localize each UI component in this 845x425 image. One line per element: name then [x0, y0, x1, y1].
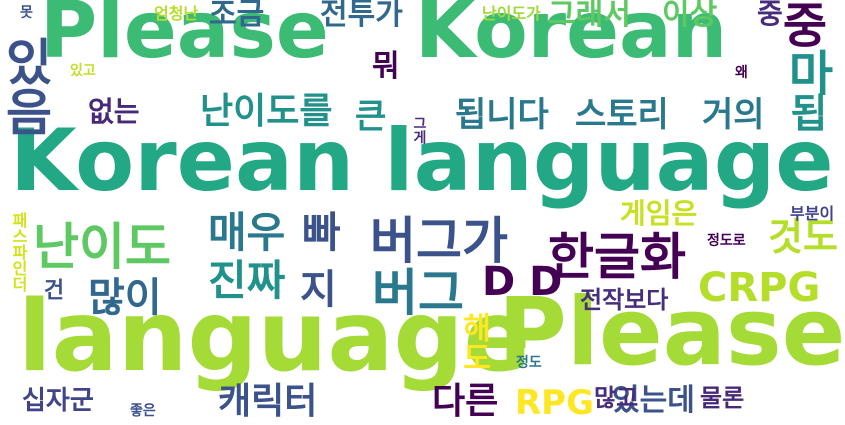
word-language: language: [18, 280, 531, 394]
word-geuraeseo: 그래서: [548, 0, 631, 32]
word-geimeun: 게임은: [620, 197, 698, 230]
word-bubuni: 부분이: [790, 204, 835, 223]
word-hangeulhwa: 한글화: [548, 228, 686, 286]
word-crpg: CRPG: [698, 265, 821, 311]
word-sipjagun: 십자군: [22, 386, 94, 416]
word-ji: 지: [300, 267, 337, 313]
word-nanidoreul: 난이도를: [200, 91, 333, 132]
word-jeontuga: 전투가: [320, 0, 403, 32]
word-mot: 못: [20, 5, 33, 21]
word-nanido: 난이도: [33, 218, 171, 276]
word-jung-small: 중: [757, 0, 783, 30]
word-mani: 많이: [88, 275, 162, 321]
word-jeonjakboda: 전작보다: [580, 286, 669, 314]
word-nanidoga: 난이도가: [482, 4, 541, 23]
word-d-d: D D: [482, 259, 563, 305]
word-geoui: 거의: [702, 95, 765, 135]
word-jeongdo: 정도: [516, 355, 542, 371]
word-paeseupaindeo: 패스파인더: [9, 212, 28, 292]
word-itgo: 있고: [70, 63, 96, 79]
word-manko: 많고: [594, 384, 639, 412]
word-jinjja: 진짜: [208, 256, 286, 305]
word-ppa: 빠: [302, 208, 341, 257]
word-mullon: 물론: [700, 384, 745, 412]
word-buggeu: 버그: [372, 264, 464, 322]
word-please-bottom: Please: [498, 277, 845, 387]
word-please-top: Please: [40, 0, 329, 76]
word-maeu: 매우: [208, 208, 286, 257]
word-joeun: 좋은: [130, 403, 156, 419]
word-rpg: RPG: [515, 383, 595, 423]
word-isang: 이상: [662, 0, 718, 32]
word-buggeuga: 버그가: [370, 212, 508, 270]
word-ma: 마: [778, 48, 834, 96]
word-mwo: 뭐: [372, 49, 400, 84]
word-doemnida: 됩니다: [455, 95, 549, 135]
word-keun: 큰: [355, 97, 387, 137]
word-jogeum: 조금: [209, 0, 265, 32]
word-geon: 건: [39, 278, 64, 300]
word-geuge: 그게: [411, 116, 427, 144]
word-eomneun: 없는: [88, 95, 140, 128]
word-korean-top: Korean: [415, 0, 728, 76]
word-jung-large: 중: [772, 0, 828, 48]
word-geotdo: 것도: [768, 215, 838, 259]
word-korean-language: Korean language: [10, 111, 834, 211]
word-wae: 왜: [735, 65, 748, 81]
word-inneunde: 있는데: [612, 383, 695, 418]
word-kaerikteo: 캐릭터: [218, 381, 318, 422]
word-eomcheongnan: 엄청난: [154, 4, 199, 23]
word-haedo: 해도: [456, 312, 491, 372]
word-isseum: 있음: [0, 36, 54, 136]
word-doem: 됩: [782, 92, 828, 132]
word-jeongdoro: 정도로: [707, 233, 746, 249]
word-dareun: 다른: [432, 381, 499, 422]
word-seutori: 스토리: [575, 95, 669, 135]
